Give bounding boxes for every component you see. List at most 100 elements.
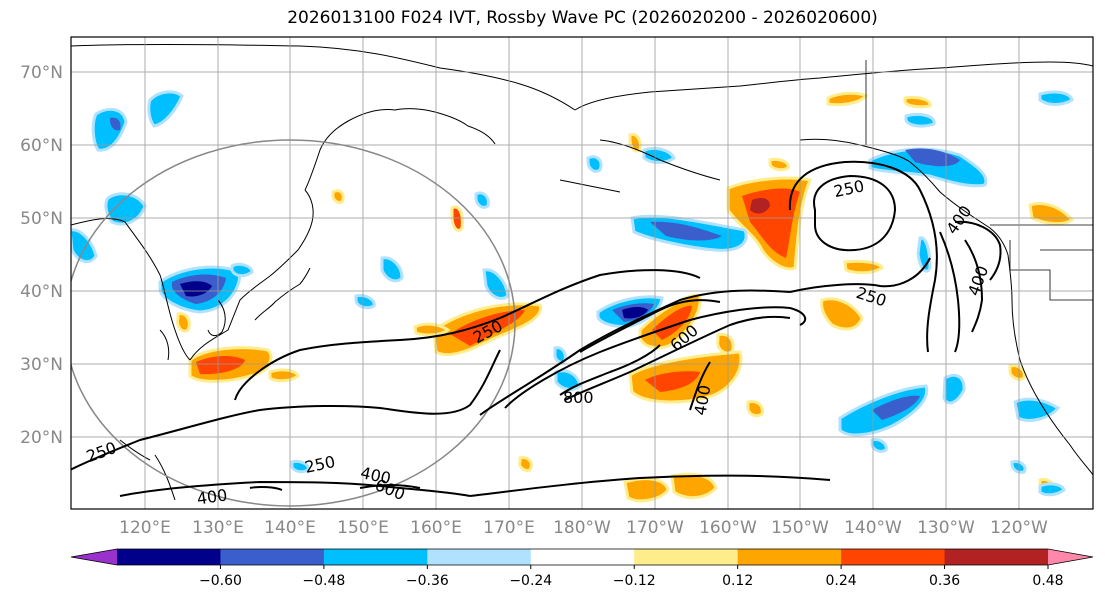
lon-label: 170°E	[483, 518, 535, 538]
negative-anomaly-patch	[147, 90, 184, 128]
pc-shading	[176, 91, 1075, 503]
colorbar-tick-label: −0.48	[302, 573, 345, 589]
negative-anomaly-patch	[380, 256, 404, 283]
colorbar-segment	[530, 549, 635, 565]
negative-anomaly-patch	[1013, 397, 1061, 422]
positive-anomaly-patch	[768, 158, 790, 172]
positive-anomaly-patch	[518, 456, 533, 472]
negative-anomaly-patch	[870, 438, 888, 453]
positive-anomaly-patch	[413, 322, 451, 337]
lon-label: 150°W	[771, 518, 829, 538]
colorbar-tick-label: −0.36	[406, 573, 449, 589]
ivt-contour-400	[119, 480, 471, 497]
ivt-contour-800	[559, 344, 661, 396]
negative-anomaly-patch	[554, 369, 582, 391]
lon-label: 170°W	[626, 518, 684, 538]
negative-anomaly-patch	[904, 112, 936, 128]
lon-label: 160°W	[699, 518, 757, 538]
map-frame	[70, 36, 1094, 510]
positive-anomaly-core	[645, 371, 700, 392]
colorbar-segment	[117, 549, 221, 565]
colorbar-segment	[220, 549, 325, 565]
positive-anomaly-patch	[1008, 364, 1026, 381]
positive-anomaly-core-dark	[750, 198, 770, 214]
ivt-contour-250	[469, 474, 831, 497]
negative-anomaly-patch	[71, 228, 98, 264]
positive-anomaly-patch	[450, 205, 464, 232]
map-title: 2026013100 F024 IVT, Rossby Wave PC (202…	[287, 8, 878, 28]
longitude-labels: 120°E 130°E 140°E 150°E 160°E 170°E 180°…	[119, 518, 1048, 538]
political-borders	[865, 60, 1093, 301]
negative-anomaly-patch	[354, 294, 376, 310]
ivt-contour-250	[789, 257, 931, 293]
lon-label: 130°E	[192, 518, 244, 538]
lon-label: 140°E	[264, 518, 316, 538]
ivt-contour-400	[964, 239, 984, 333]
colorbar-segment	[427, 549, 532, 565]
positive-anomaly-core	[450, 310, 525, 346]
lat-label: 50°N	[20, 209, 63, 229]
ivt-contour-400	[504, 306, 807, 409]
positive-anomaly-patch	[903, 96, 932, 109]
lon-label: 150°E	[337, 518, 389, 538]
negative-anomaly-patch	[1038, 482, 1066, 497]
positive-anomaly-core	[652, 305, 692, 340]
negative-anomaly-patch	[104, 192, 147, 226]
ivt-contours	[71, 160, 1002, 497]
positive-anomaly-patch	[268, 368, 300, 383]
positive-anomaly-patch	[1028, 202, 1075, 226]
negative-anomaly-patch	[474, 191, 490, 209]
lat-label: 20°N	[20, 428, 63, 448]
ivt-contour-400	[939, 231, 961, 353]
negative-anomaly-core-dark	[180, 281, 212, 297]
positive-anomaly-patch	[623, 477, 670, 503]
colorbar-segment	[634, 549, 739, 565]
lon-label: 140°W	[844, 518, 902, 538]
ivt-contour-250-outer	[788, 160, 938, 353]
colorbar-extend-low	[71, 549, 117, 565]
negative-anomaly-patch	[290, 460, 310, 474]
ivt-contour-250-low	[813, 174, 897, 252]
ivt-contour-250	[234, 269, 701, 401]
lat-label: 60°N	[20, 136, 63, 156]
colorbar-outline	[70, 548, 1094, 566]
lon-label: 130°W	[917, 518, 975, 538]
negative-anomaly-core	[872, 395, 920, 420]
positive-anomaly-core	[196, 356, 245, 375]
colorbar-tick-label: 0.36	[929, 573, 960, 589]
positive-anomaly-patch	[746, 400, 764, 418]
colorbar-segment	[944, 549, 1049, 565]
colorbar-segment	[737, 549, 842, 565]
distance-circle	[71, 139, 516, 507]
colorbar-tick-label: −0.24	[509, 573, 552, 589]
contour-label-400: 400	[196, 485, 229, 508]
latitude-labels: 70°N 60°N 50°N 40°N 30°N 20°N	[20, 63, 63, 448]
positive-anomaly-patch	[843, 259, 884, 275]
colorbar-segment	[841, 549, 946, 565]
ivt-contour-600	[579, 299, 721, 353]
colorbar-segment	[323, 549, 428, 565]
ivt-contour-400	[954, 220, 1002, 281]
lon-label: 120°E	[119, 518, 171, 538]
positive-anomaly-patch	[628, 132, 642, 153]
colorbar-tick-label: −0.60	[199, 573, 242, 589]
negative-anomaly-patch	[942, 373, 966, 405]
lon-label: 160°E	[410, 518, 462, 538]
negative-anomaly-patch	[230, 262, 254, 278]
ivt-contour-600	[359, 484, 421, 489]
contour-label-800: 800	[563, 388, 594, 407]
negative-anomaly-patch	[586, 155, 603, 173]
colorbar-tick-label: 0.12	[722, 573, 753, 589]
negative-anomaly-core-dark	[622, 307, 648, 319]
ivt-contour-600	[564, 315, 791, 401]
ivt-contour-250	[479, 289, 791, 416]
lat-label: 40°N	[20, 282, 63, 302]
coastlines	[71, 44, 1093, 501]
colorbar-tick-label: −0.12	[613, 573, 656, 589]
lon-label: 180°W	[553, 518, 611, 538]
lon-label: 120°W	[990, 518, 1048, 538]
lat-label: 70°N	[20, 63, 63, 83]
lat-label: 30°N	[20, 355, 63, 375]
colorbar-tick-label: 0.24	[826, 573, 857, 589]
